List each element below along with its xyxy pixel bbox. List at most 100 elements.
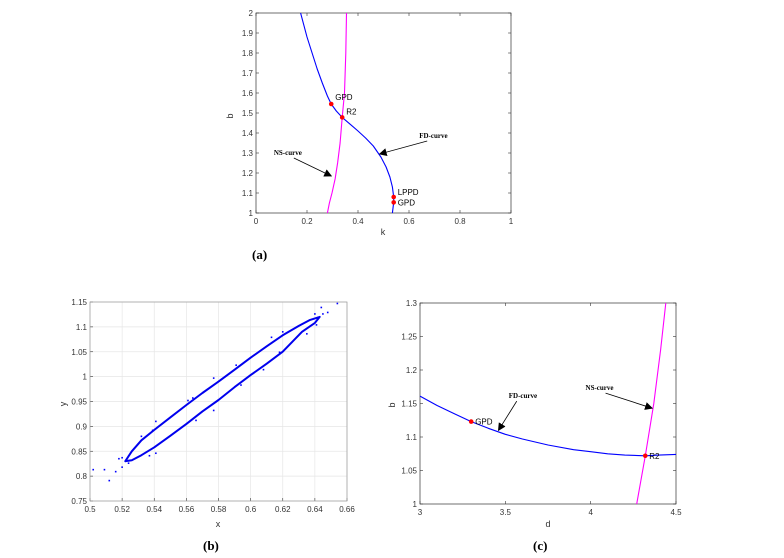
y-axis-label: b bbox=[387, 402, 397, 407]
x-tick-label: 0.8 bbox=[454, 217, 466, 226]
y-tick-label: 1.2 bbox=[406, 366, 418, 375]
marker-point bbox=[642, 453, 648, 459]
x-tick-label: 0.5 bbox=[84, 505, 96, 514]
scatter-point bbox=[315, 324, 318, 326]
scatter-point bbox=[114, 470, 117, 473]
scatter-point bbox=[121, 456, 123, 459]
fd-curve-line bbox=[419, 395, 677, 457]
y-tick-label: 0.95 bbox=[71, 398, 87, 407]
y-tick-label: 1.8 bbox=[242, 49, 254, 58]
x-tick-label: 0.6 bbox=[245, 505, 257, 514]
y-tick-label: 1.9 bbox=[242, 29, 254, 38]
x-tick-label: 0.54 bbox=[146, 505, 162, 514]
x-axis-label: k bbox=[381, 227, 386, 237]
scatter-point bbox=[108, 479, 111, 482]
marker-point bbox=[328, 101, 334, 107]
scatter-point bbox=[262, 368, 265, 371]
caption-a: (a) bbox=[252, 247, 268, 262]
plot-area bbox=[256, 13, 511, 213]
ns-curve-line bbox=[636, 302, 667, 505]
y-tick-label: 1.4 bbox=[242, 129, 254, 138]
axes-box bbox=[255, 12, 512, 214]
y-tick-label: 1 bbox=[83, 373, 88, 382]
marker-label: R2 bbox=[649, 452, 660, 461]
y-tick-label: 1 bbox=[413, 500, 418, 509]
x-tick-label: 4.5 bbox=[670, 508, 682, 517]
y-tick-label: 1.2 bbox=[242, 169, 254, 178]
scatter-point bbox=[187, 399, 189, 402]
annotation-arrow bbox=[293, 157, 333, 177]
x-tick-label: 0.58 bbox=[211, 505, 227, 514]
y-tick-label: 0.8 bbox=[76, 472, 88, 481]
scatter-point bbox=[140, 435, 143, 438]
marker-point bbox=[468, 419, 474, 424]
annotation-label: NS-curve bbox=[586, 384, 614, 392]
x-tick-label: 3 bbox=[418, 508, 423, 517]
x-tick-label: 0.6 bbox=[403, 217, 415, 226]
scatter-point bbox=[326, 311, 329, 314]
marker-point bbox=[391, 194, 397, 200]
caption-c: (c) bbox=[533, 538, 548, 553]
y-tick-label: 1.1 bbox=[406, 433, 418, 442]
caption-b: (b) bbox=[203, 538, 219, 553]
axes-box bbox=[419, 302, 677, 505]
marker-point bbox=[391, 200, 397, 205]
scatter-point bbox=[148, 454, 151, 457]
ns-curve-line bbox=[326, 12, 348, 214]
annotation-label: FD-curve bbox=[509, 392, 537, 400]
marker-label: GPD bbox=[398, 198, 416, 207]
annotation-label: FD-curve bbox=[419, 132, 447, 140]
x-tick-label: 0.2 bbox=[301, 217, 313, 226]
y-tick-label: 0.9 bbox=[76, 422, 88, 431]
scatter-point bbox=[306, 333, 308, 335]
marker-label: GPD bbox=[335, 93, 353, 102]
annotation-arrow bbox=[605, 392, 654, 410]
x-tick-label: 0.64 bbox=[307, 505, 323, 514]
scatter-point bbox=[322, 313, 324, 315]
y-tick-label: 1.15 bbox=[401, 400, 417, 409]
scatter-point bbox=[195, 419, 197, 422]
chart-c: 3 3.5 4 4.5 1 1.05 1.1 1.15 1.2 1.25 1.3 d b GPD R2 FD-… bbox=[387, 299, 682, 529]
scatter-point bbox=[155, 452, 157, 455]
scatter-point bbox=[121, 466, 123, 468]
marker-label: GPD bbox=[475, 418, 493, 427]
x-tick-label: 0.62 bbox=[275, 505, 291, 514]
y-tick-label: 2 bbox=[249, 9, 254, 18]
scatter-point bbox=[118, 457, 120, 460]
y-axis-label: b bbox=[225, 113, 235, 118]
y-tick-label: 1.05 bbox=[71, 348, 87, 357]
x-tick-label: 4 bbox=[588, 508, 593, 517]
y-tick-label: 1.3 bbox=[406, 299, 418, 308]
scatter-point bbox=[240, 384, 242, 386]
scatter-point bbox=[103, 468, 106, 471]
marker-label: R2 bbox=[346, 107, 357, 116]
x-tick-label: 3.5 bbox=[500, 508, 512, 517]
y-tick-label: 0.85 bbox=[71, 447, 87, 456]
chart-b: 0.5 0.52 0.54 0.56 0.58 0.6 0.62 0.64 0.66 0.75 0.… bbox=[58, 298, 355, 529]
annotation-label: NS-curve bbox=[274, 149, 302, 157]
y-tick-label: 1.1 bbox=[242, 189, 254, 198]
y-tick-label: 1.5 bbox=[242, 109, 254, 118]
x-axis-label: x bbox=[216, 519, 221, 529]
x-tick-label: 1 bbox=[509, 217, 514, 226]
x-tick-label: 0.4 bbox=[352, 217, 364, 226]
x-tick-label: 0.52 bbox=[114, 505, 130, 514]
fd-curve-line bbox=[300, 12, 395, 214]
scatter-point bbox=[320, 306, 323, 309]
y-tick-label: 1.1 bbox=[76, 323, 88, 332]
marker-label: LPPD bbox=[398, 188, 419, 197]
y-tick-label: 1.05 bbox=[401, 467, 417, 476]
scatter-point bbox=[270, 336, 273, 339]
y-tick-label: 1.25 bbox=[401, 333, 417, 342]
y-tick-label: 1 bbox=[249, 209, 254, 218]
scatter-point bbox=[278, 351, 281, 354]
y-tick-label: 1.15 bbox=[71, 298, 87, 307]
chart-a: 0 0.2 0.4 0.6 0.8 1 1 1.1 1.2 1.3 1.4 1.5 1.6 1.7 1.8 1… bbox=[225, 9, 514, 237]
scatter-point bbox=[212, 377, 215, 379]
y-tick-label: 1.6 bbox=[242, 89, 254, 98]
annotation-arrow bbox=[378, 140, 428, 157]
x-tick-label: 0 bbox=[254, 217, 259, 226]
scatter-point bbox=[212, 409, 215, 412]
x-axis-label: d bbox=[545, 519, 550, 529]
